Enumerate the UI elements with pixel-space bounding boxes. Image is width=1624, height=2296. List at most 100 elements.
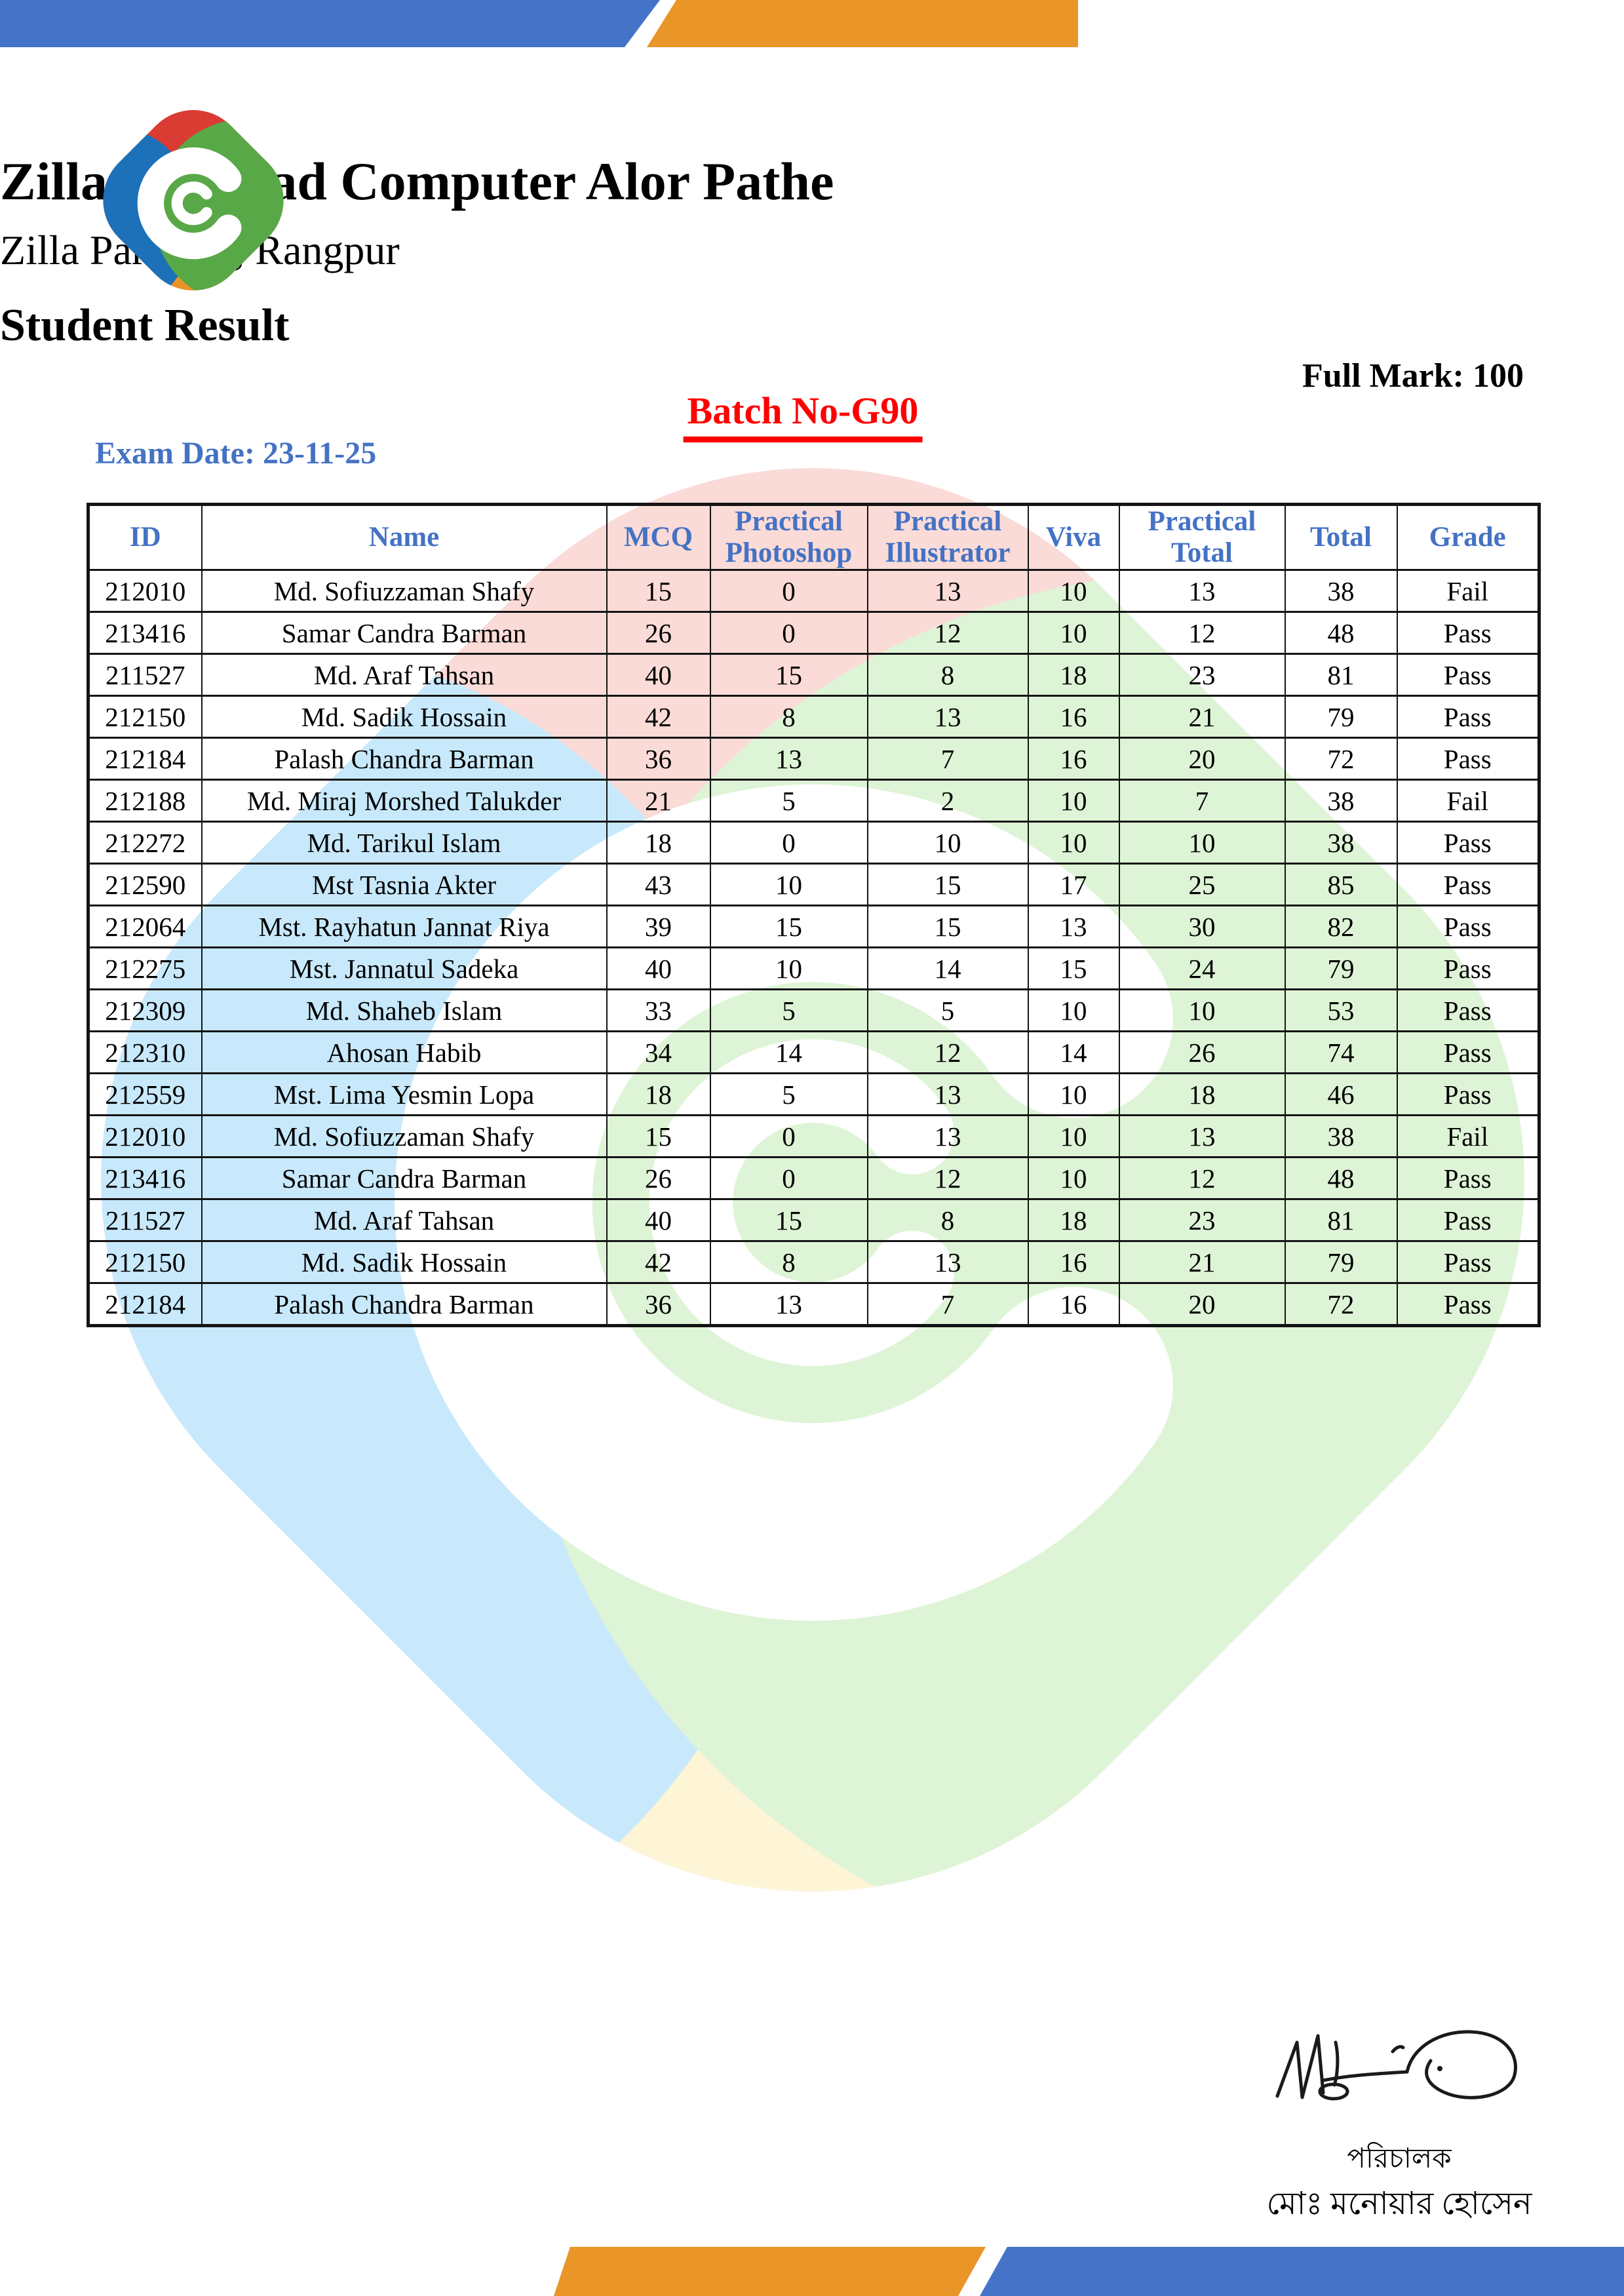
cell-practical_photoshop: 15 — [709, 905, 868, 949]
cell-mcq: 36 — [606, 1282, 711, 1327]
cell-viva: 18 — [1027, 653, 1120, 697]
cell-practical_illustrator: 10 — [866, 821, 1029, 865]
cell-total: 74 — [1284, 1030, 1398, 1075]
page-title: Student Result — [0, 300, 290, 351]
cell-practical_illustrator: 14 — [866, 946, 1029, 991]
cell-mcq: 26 — [606, 611, 711, 655]
cell-practical_photoshop: 13 — [709, 737, 868, 781]
cell-name: Palash Chandra Barman — [201, 1282, 608, 1327]
column-header-grade: Grade — [1396, 503, 1540, 572]
cell-viva: 13 — [1027, 905, 1120, 949]
cell-viva: 17 — [1027, 863, 1120, 907]
cell-id: 212188 — [87, 779, 203, 823]
cell-id: 212184 — [87, 1282, 203, 1327]
cell-id: 211527 — [87, 1198, 203, 1243]
table-row: 212309 Md. Shaheb Islam 33 5 5 10 10 53 Pass — [87, 988, 1540, 1033]
cell-name: Md. Sofiuzzaman Shafy — [201, 569, 608, 613]
cell-grade: Pass — [1396, 1198, 1540, 1243]
cell-practical_photoshop: 8 — [709, 1240, 868, 1285]
cell-grade: Fail — [1396, 779, 1540, 823]
table-row: 212272 Md. Tarikul Islam 18 0 10 10 10 38 Pass — [87, 821, 1540, 865]
cell-grade: Pass — [1396, 1030, 1540, 1075]
cell-id: 212272 — [87, 821, 203, 865]
cell-total: 82 — [1284, 905, 1398, 949]
column-header-viva: Viva — [1027, 503, 1120, 572]
bottom-banner-orange-shape — [554, 2247, 986, 2296]
cell-id: 211527 — [87, 653, 203, 697]
cell-id: 212184 — [87, 737, 203, 781]
cell-grade: Pass — [1396, 988, 1540, 1033]
cell-practical_total: 10 — [1118, 988, 1286, 1033]
cell-viva: 10 — [1027, 611, 1120, 655]
table-row: 212064 Mst. Rayhatun Jannat Riya 39 15 15 13 3… — [87, 905, 1540, 949]
signatory-designation: পরিচালক — [1347, 2144, 1452, 2174]
cell-practical_photoshop: 14 — [709, 1030, 868, 1075]
top-banner — [0, 0, 1078, 47]
cell-total: 72 — [1284, 737, 1398, 781]
cell-name: Palash Chandra Barman — [201, 737, 608, 781]
cell-mcq: 18 — [606, 821, 711, 865]
cell-practical_photoshop: 0 — [709, 569, 868, 613]
cell-id: 212010 — [87, 569, 203, 613]
cell-total: 81 — [1284, 1198, 1398, 1243]
cell-practical_total: 18 — [1118, 1072, 1286, 1117]
table-row: 212150 Md. Sadik Hossain 42 8 13 16 21 79 Pass — [87, 695, 1540, 739]
cell-total: 48 — [1284, 1156, 1398, 1201]
cell-viva: 10 — [1027, 1114, 1120, 1159]
cell-practical_illustrator: 12 — [866, 1156, 1029, 1201]
cell-id: 212064 — [87, 905, 203, 949]
cell-practical_total: 13 — [1118, 569, 1286, 613]
cell-id: 212150 — [87, 695, 203, 739]
cell-viva: 10 — [1027, 569, 1120, 613]
cell-name: Samar Candra Barman — [201, 1156, 608, 1201]
cell-practical_total: 20 — [1118, 1282, 1286, 1327]
cell-grade: Pass — [1396, 737, 1540, 781]
cell-practical_photoshop: 5 — [709, 779, 868, 823]
org-logo — [92, 97, 295, 303]
cell-practical_illustrator: 15 — [866, 905, 1029, 949]
cell-practical_photoshop: 0 — [709, 1114, 868, 1159]
cell-practical_illustrator: 15 — [866, 863, 1029, 907]
column-header-practical-illustrator: Practical Illustrator — [866, 503, 1029, 572]
cell-practical_illustrator: 12 — [866, 1030, 1029, 1075]
cell-practical_total: 7 — [1118, 779, 1286, 823]
cell-viva: 14 — [1027, 1030, 1120, 1075]
cell-practical_total: 12 — [1118, 1156, 1286, 1201]
cell-total: 81 — [1284, 653, 1398, 697]
cell-total: 85 — [1284, 863, 1398, 907]
cell-viva: 10 — [1027, 779, 1120, 823]
table-row: 212188 Md. Miraj Morshed Talukder 21 5 2 10 7 3… — [87, 779, 1540, 823]
cell-grade: Pass — [1396, 821, 1540, 865]
cell-viva: 18 — [1027, 1198, 1120, 1243]
cell-id: 213416 — [87, 611, 203, 655]
cell-name: Md. Shaheb Islam — [201, 988, 608, 1033]
cell-mcq: 26 — [606, 1156, 711, 1201]
table-row: 211527 Md. Araf Tahsan 40 15 8 18 23 81 Pass — [87, 1198, 1540, 1243]
cell-name: Mst. Jannatul Sadeka — [201, 946, 608, 991]
cell-viva: 16 — [1027, 1240, 1120, 1285]
cell-mcq: 39 — [606, 905, 711, 949]
cell-grade: Fail — [1396, 1114, 1540, 1159]
results-table: ID Name MCQ Practical Photoshop Practica… — [87, 503, 1541, 1328]
cell-grade: Fail — [1396, 569, 1540, 613]
cell-practical_illustrator: 12 — [866, 611, 1029, 655]
cell-practical_illustrator: 8 — [866, 1198, 1029, 1243]
cell-practical_photoshop: 13 — [709, 1282, 868, 1327]
table-row: 212310 Ahosan Habib 34 14 12 14 26 74 Pass — [87, 1030, 1540, 1075]
cell-viva: 10 — [1027, 821, 1120, 865]
signatory-name: মোঃ মনোয়ার হোসেন — [1266, 2187, 1532, 2221]
column-header-practical-photoshop: Practical Photoshop — [709, 503, 868, 572]
cell-practical_total: 20 — [1118, 737, 1286, 781]
cell-viva: 16 — [1027, 695, 1120, 739]
column-header-id: ID — [87, 503, 203, 572]
exam-date: Exam Date: 23-11-25 — [95, 436, 377, 471]
bottom-banner-blue-shape — [980, 2247, 1624, 2296]
top-banner-orange-shape — [647, 0, 1078, 47]
cell-total: 48 — [1284, 611, 1398, 655]
cell-grade: Pass — [1396, 1282, 1540, 1327]
cell-name: Mst. Lima Yesmin Lopa — [201, 1072, 608, 1117]
cell-practical_total: 12 — [1118, 611, 1286, 655]
table-row: 212010 Md. Sofiuzzaman Shafy 15 0 13 10 13 38 Fa… — [87, 1114, 1540, 1159]
batch-number: Batch No-G90 — [683, 392, 923, 442]
cell-practical_illustrator: 13 — [866, 695, 1029, 739]
